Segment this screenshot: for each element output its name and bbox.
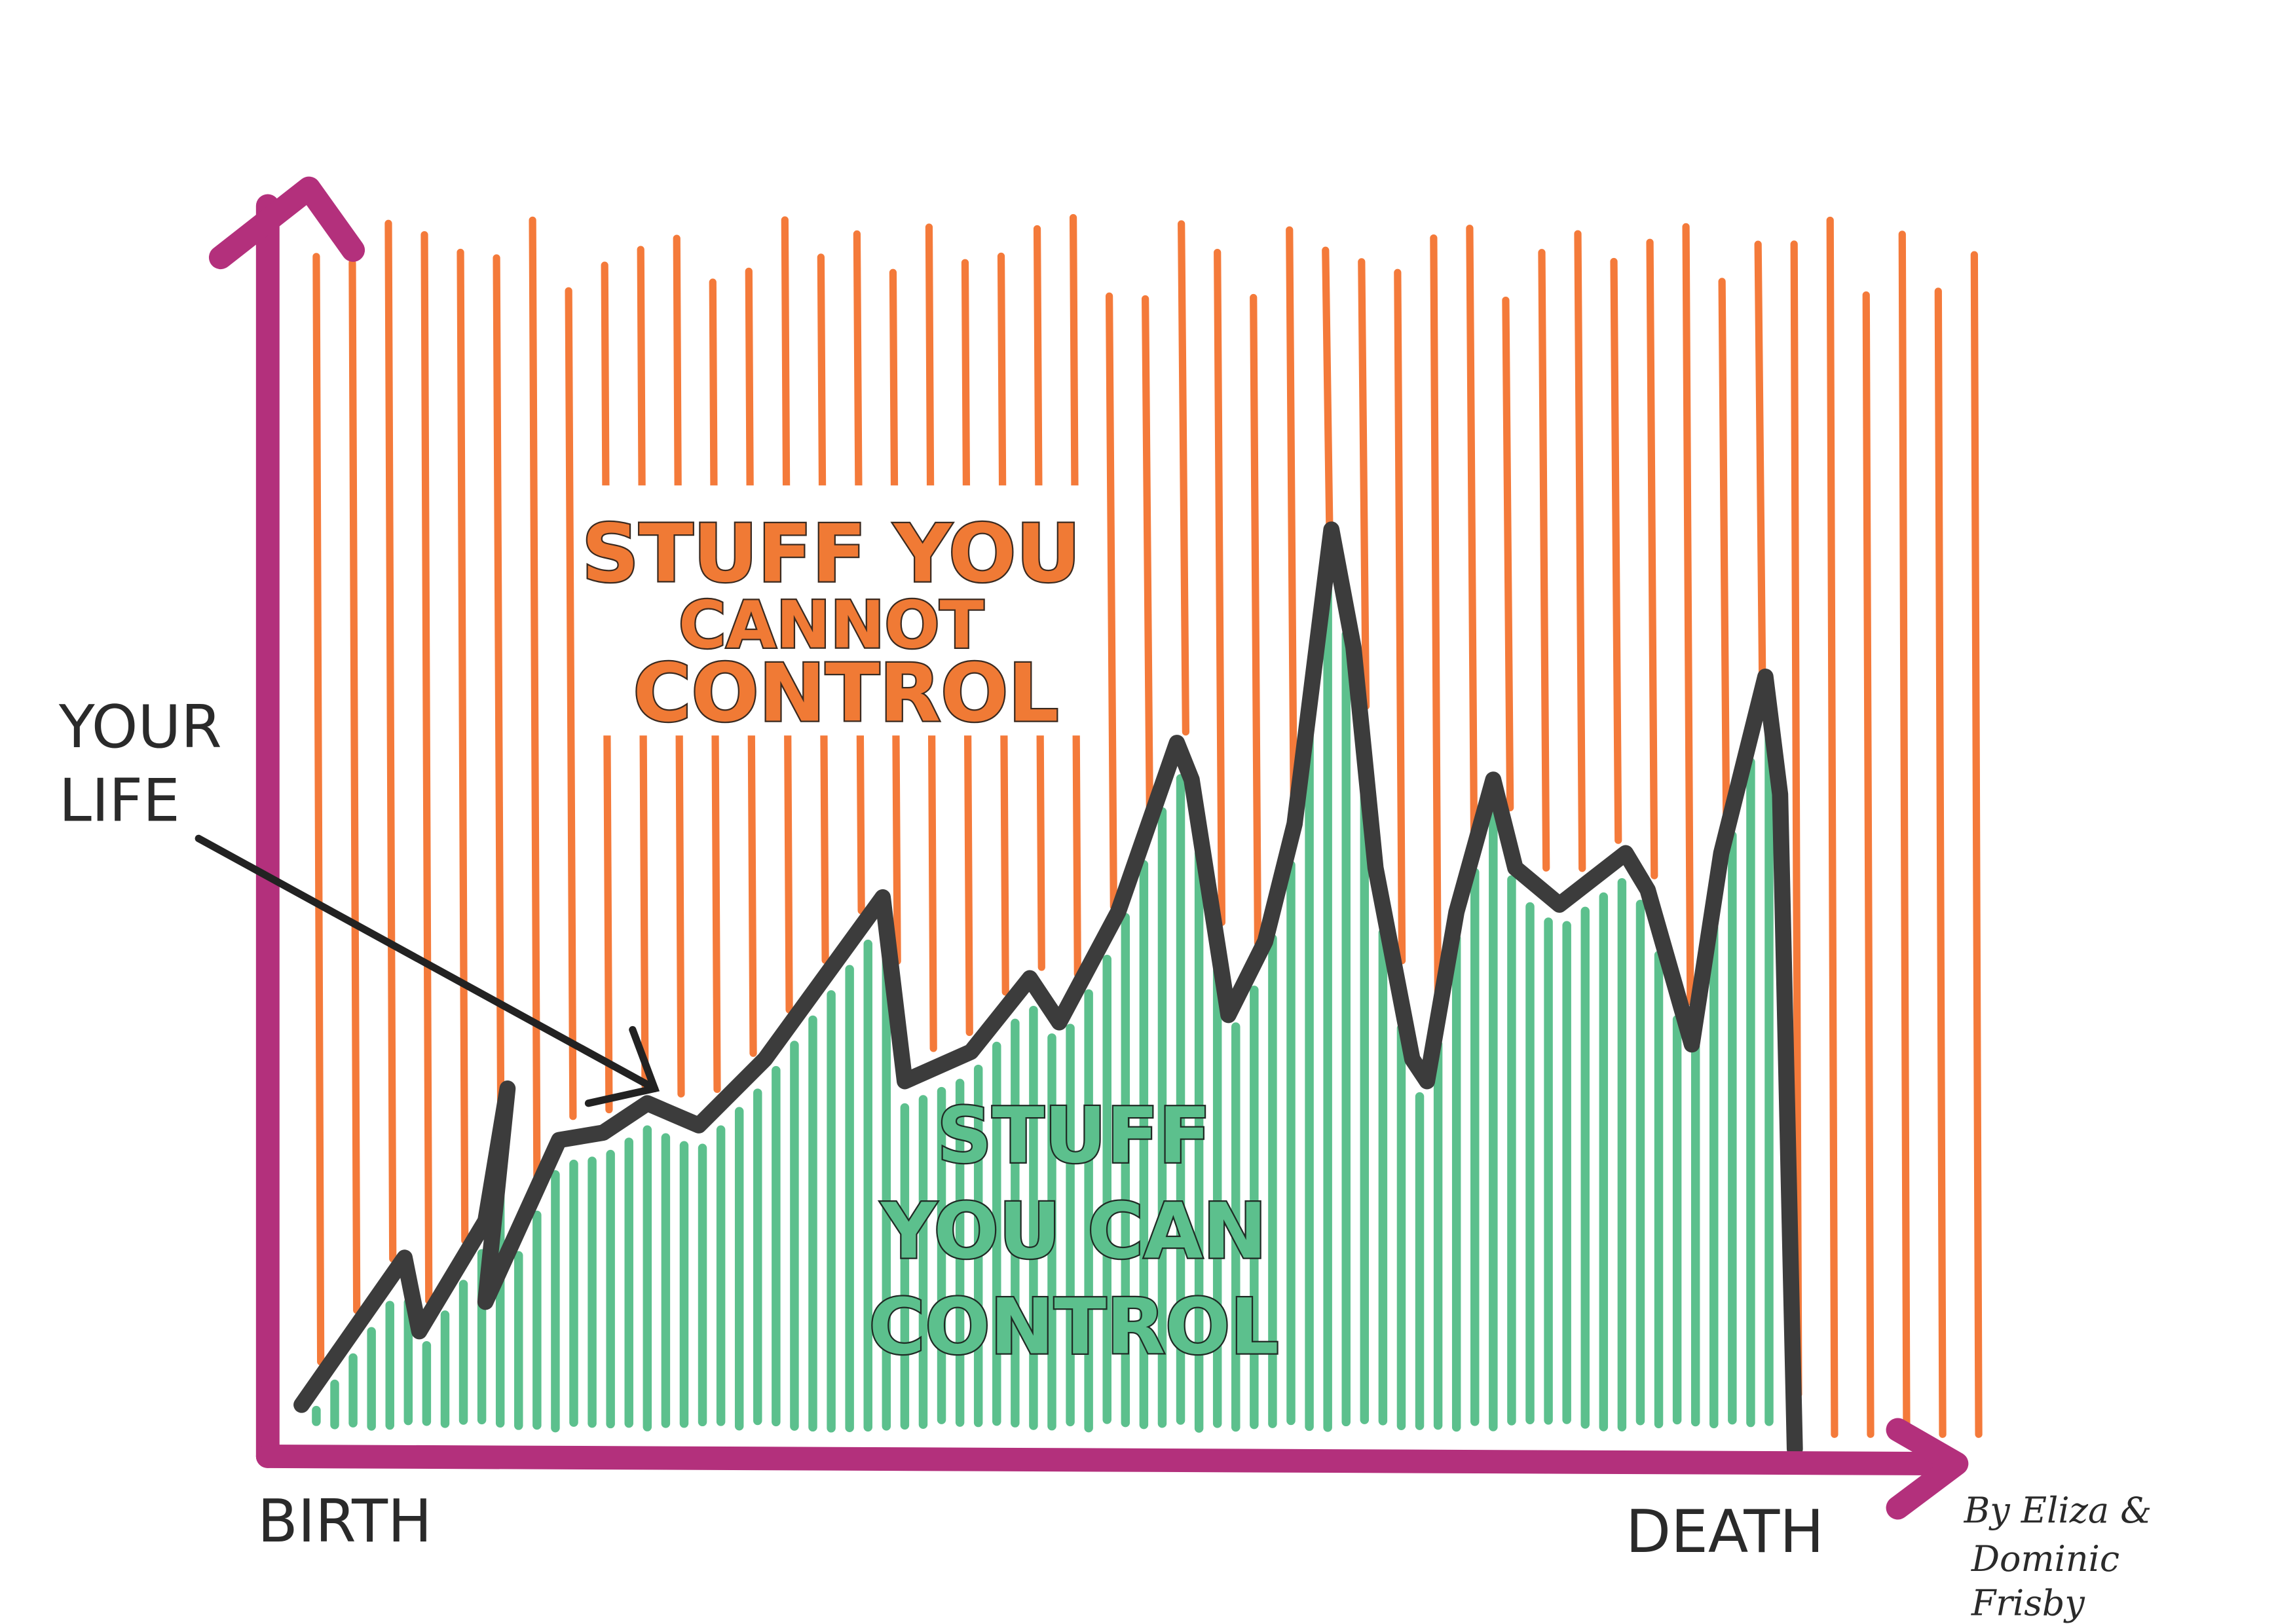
orange-stripe	[1142, 295, 1153, 816]
axis-label: BIRTH	[257, 1488, 432, 1556]
orange-stripe	[420, 231, 433, 1304]
orange-stripe	[1610, 257, 1622, 844]
label-line: YOUR	[58, 693, 222, 762]
label-line: YOU CAN	[880, 1187, 1267, 1276]
orange-stripe	[1718, 278, 1730, 832]
orange-stripe	[529, 216, 541, 1180]
orange-stripe	[312, 253, 325, 1366]
orange-stripe	[457, 248, 469, 1245]
orange-stripe	[1430, 234, 1442, 1025]
orange-stripe	[493, 254, 505, 1137]
axis-label: DEATH	[1626, 1498, 1824, 1566]
orange-stripe	[1826, 216, 1838, 1438]
orange-stripe	[1646, 238, 1658, 879]
label-line: STUFF YOU	[582, 507, 1081, 600]
orange-stripe	[1862, 291, 1875, 1438]
label-line: CANNOT	[679, 587, 984, 663]
orange-stripe	[1250, 293, 1262, 947]
pointer-arrow	[195, 834, 660, 1107]
orange-stripe	[384, 219, 397, 1263]
orange-stripe	[1934, 287, 1947, 1438]
orange-stripe	[348, 259, 361, 1314]
orange-stripe	[1322, 246, 1334, 559]
orange-stripe	[1970, 251, 1983, 1438]
label-line: CONTROL	[869, 1283, 1279, 1372]
orange-stripe	[1358, 258, 1370, 710]
label-backdrop	[581, 485, 1089, 736]
orange-stripe	[1538, 249, 1550, 872]
y-arrow	[208, 176, 365, 270]
orange-stripe	[1898, 231, 1911, 1438]
x-axis	[255, 1444, 1954, 1476]
label-line: CONTROL	[633, 647, 1058, 740]
orange-stripe	[1754, 240, 1766, 688]
orange-stripe	[1105, 292, 1117, 910]
orange-stripe	[1574, 230, 1586, 872]
orange-stripe	[1790, 240, 1802, 1398]
label-line: LIFE	[59, 767, 180, 835]
life-line	[293, 521, 1803, 1458]
orange-stripe	[565, 287, 577, 1120]
orange-stripe	[1682, 223, 1694, 1006]
orange-stripe	[1466, 225, 1478, 846]
orange-stripe	[1178, 220, 1190, 736]
orange-stripe	[1394, 268, 1406, 965]
credit-line: Frisby	[1971, 1583, 2085, 1624]
x-arrow	[1886, 1418, 1969, 1520]
credit-line: Dominic	[1971, 1538, 2119, 1579]
orange-stripe	[1286, 226, 1298, 826]
orange-stripe	[1214, 248, 1226, 927]
label-line: STUFF	[937, 1092, 1211, 1181]
credit-line: By Eliza &	[1964, 1490, 2152, 1531]
orange-stripe	[1502, 296, 1514, 811]
axes	[208, 176, 1969, 1520]
